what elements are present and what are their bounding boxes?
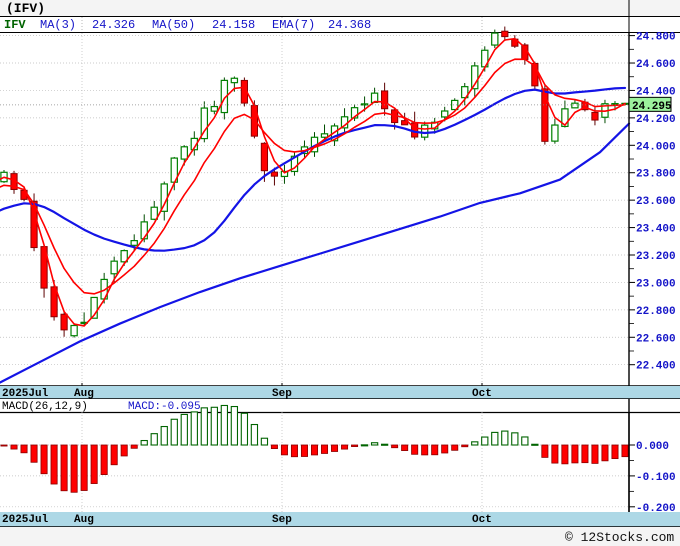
svg-text:Sep: Sep: [272, 388, 292, 400]
svg-text:MACD:-0.095: MACD:-0.095: [128, 401, 201, 413]
svg-text:23.800: 23.800: [636, 169, 676, 181]
svg-text:22.800: 22.800: [636, 306, 676, 318]
svg-text:Oct: Oct: [472, 388, 492, 400]
svg-text:EMA(7): EMA(7): [272, 18, 315, 32]
svg-text:© 12Stocks.com: © 12Stocks.com: [565, 530, 674, 545]
svg-text:24.158: 24.158: [212, 18, 255, 32]
svg-text:IFV: IFV: [4, 18, 26, 32]
svg-text:23.600: 23.600: [636, 196, 676, 208]
svg-text:24.326: 24.326: [92, 18, 135, 32]
svg-text:-0.100: -0.100: [636, 472, 676, 484]
svg-text:MACD(26,12,9): MACD(26,12,9): [2, 401, 88, 413]
svg-text:22.400: 22.400: [636, 361, 676, 373]
svg-text:22.600: 22.600: [636, 333, 676, 345]
svg-text:23.000: 23.000: [636, 278, 676, 290]
svg-text:2025Jul: 2025Jul: [2, 388, 49, 400]
svg-text:24.368: 24.368: [328, 18, 371, 32]
svg-text:23.200: 23.200: [636, 251, 676, 263]
svg-text:24.000: 24.000: [636, 141, 676, 153]
svg-text:Oct: Oct: [472, 514, 492, 526]
svg-text:MA(3): MA(3): [40, 18, 76, 32]
svg-text:Sep: Sep: [272, 514, 292, 526]
svg-text:2025Jul: 2025Jul: [2, 514, 49, 526]
svg-text:23.400: 23.400: [636, 224, 676, 236]
svg-text:0.000: 0.000: [636, 441, 669, 453]
svg-text:24.600: 24.600: [636, 59, 676, 71]
svg-text:MA(50): MA(50): [152, 18, 195, 32]
svg-text:24.800: 24.800: [636, 32, 676, 44]
svg-text:24.200: 24.200: [636, 114, 676, 126]
svg-text:Aug: Aug: [74, 514, 94, 526]
svg-text:(IFV): (IFV): [6, 1, 45, 16]
svg-text:24.295: 24.295: [632, 101, 672, 113]
svg-text:24.400: 24.400: [636, 86, 676, 98]
svg-text:Aug: Aug: [74, 388, 94, 400]
